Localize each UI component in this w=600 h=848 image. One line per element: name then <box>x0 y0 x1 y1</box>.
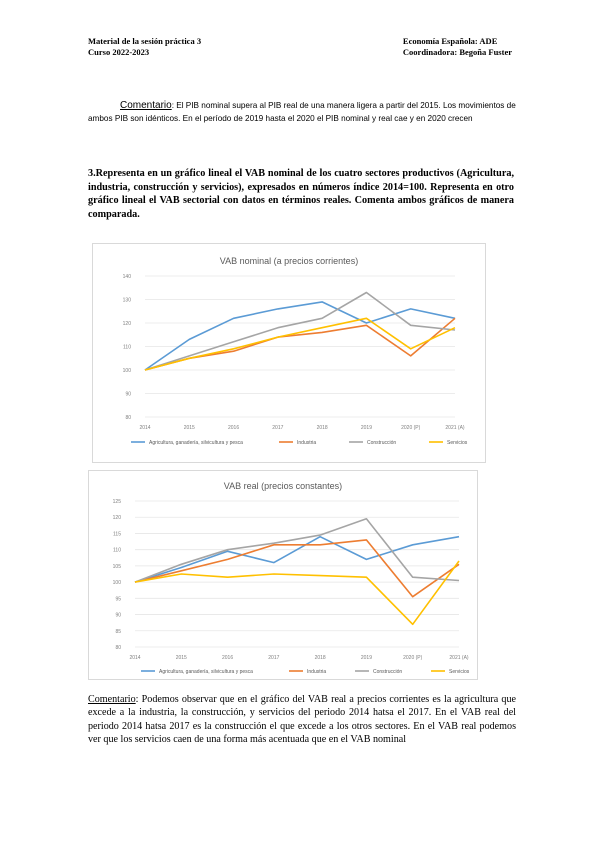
y-tick-label: 125 <box>113 499 122 505</box>
y-tick-label: 95 <box>115 596 121 602</box>
header-right: Economía Española: ADE Coordinadora: Beg… <box>403 36 512 58</box>
chart-title: VAB real (precios constantes) <box>224 481 342 491</box>
x-tick-label: 2018 <box>317 425 328 431</box>
header-subject: Economía Española: ADE <box>402 36 498 46</box>
x-tick-label: 2014 <box>139 425 150 431</box>
header-coordinator: Coordinadora: Begoña Fuster <box>402 47 512 57</box>
header-session: Material de la sesión práctica 3 <box>88 36 202 46</box>
legend-label: Agricultura, ganadería, silvicultura y p… <box>159 669 253 675</box>
legend-label: Construcción <box>373 669 402 675</box>
y-tick-label: 140 <box>123 274 132 280</box>
x-tick-label: 2021 (A) <box>445 425 465 431</box>
series-line <box>144 291 456 371</box>
x-tick-label: 2015 <box>184 425 195 431</box>
legend-label: Construcción <box>367 440 396 446</box>
series-line <box>134 539 460 598</box>
comment-vab: Comentario: Podemos observar que en el g… <box>88 693 516 746</box>
y-tick-label: 105 <box>113 564 122 570</box>
header-course: Curso 2022-2023 <box>88 47 150 57</box>
series-line <box>134 560 460 626</box>
y-tick-label: 120 <box>123 321 132 327</box>
question-3: 3.Representa en un gráfico lineal el VAB… <box>88 168 514 220</box>
y-tick-label: 80 <box>125 415 131 421</box>
x-tick-label: 2019 <box>361 425 372 431</box>
y-tick-label: 110 <box>123 345 131 351</box>
y-tick-label: 130 <box>123 298 132 304</box>
legend-label: Servicios <box>449 669 470 675</box>
x-tick-label: 2017 <box>272 425 283 431</box>
chart-title: VAB nominal (a precios corrientes) <box>220 256 358 266</box>
y-tick-label: 115 <box>113 531 121 537</box>
series-line <box>134 535 460 583</box>
x-tick-label: 2019 <box>361 655 372 661</box>
comment2-label: Comentario <box>88 694 136 705</box>
y-tick-label: 80 <box>115 645 121 651</box>
y-tick-label: 85 <box>115 629 121 635</box>
chart-vab-real-svg: VAB real (precios constantes) 80 85 90 95 100… <box>113 481 470 675</box>
legend-label: Agricultura, ganadería, silvicultura y p… <box>149 440 243 446</box>
legend-label: Industria <box>297 440 316 446</box>
series-line <box>134 517 460 583</box>
x-tick-label: 2015 <box>176 655 187 661</box>
comment-label: Comentario <box>120 100 172 111</box>
x-tick-label: 2020 (P) <box>403 655 423 661</box>
y-tick-label: 110 <box>113 548 121 554</box>
x-tick-label: 2018 <box>315 655 326 661</box>
x-tick-label: 2017 <box>268 655 279 661</box>
chart-vab-nominal-svg: VAB nominal (a precios corrientes) 80 90 10… <box>123 256 468 446</box>
x-tick-label: 2016 <box>222 655 233 661</box>
y-tick-label: 90 <box>125 392 131 398</box>
x-tick-label: 2021 (A) <box>449 655 469 661</box>
series-line <box>144 301 456 371</box>
series-line <box>144 317 456 371</box>
chart-vab-real: VAB real (precios constantes) 80 85 90 95 100… <box>88 470 478 680</box>
legend-label: Industria <box>307 669 326 675</box>
y-tick-label: 100 <box>123 368 132 374</box>
legend-label: Servicios <box>447 440 468 446</box>
y-tick-label: 120 <box>113 515 122 521</box>
series-line <box>144 317 456 371</box>
x-tick-label: 2016 <box>228 425 239 431</box>
header-left: Material de la sesión práctica 3 Curso 2… <box>88 36 201 58</box>
x-tick-label: 2014 <box>129 655 140 661</box>
comment-text: : El PIB nominal supera al PIB real de u… <box>88 101 516 123</box>
comment-pib: Comentario: El PIB nominal supera al PIB… <box>88 100 518 125</box>
x-tick-label: 2020 (P) <box>401 425 421 431</box>
y-tick-label: 100 <box>113 580 122 586</box>
comment2-text: : Podemos observar que en el gráfico del… <box>88 694 516 745</box>
chart-vab-nominal: VAB nominal (a precios corrientes) 80 90 10… <box>92 243 486 463</box>
y-tick-label: 90 <box>115 613 121 619</box>
